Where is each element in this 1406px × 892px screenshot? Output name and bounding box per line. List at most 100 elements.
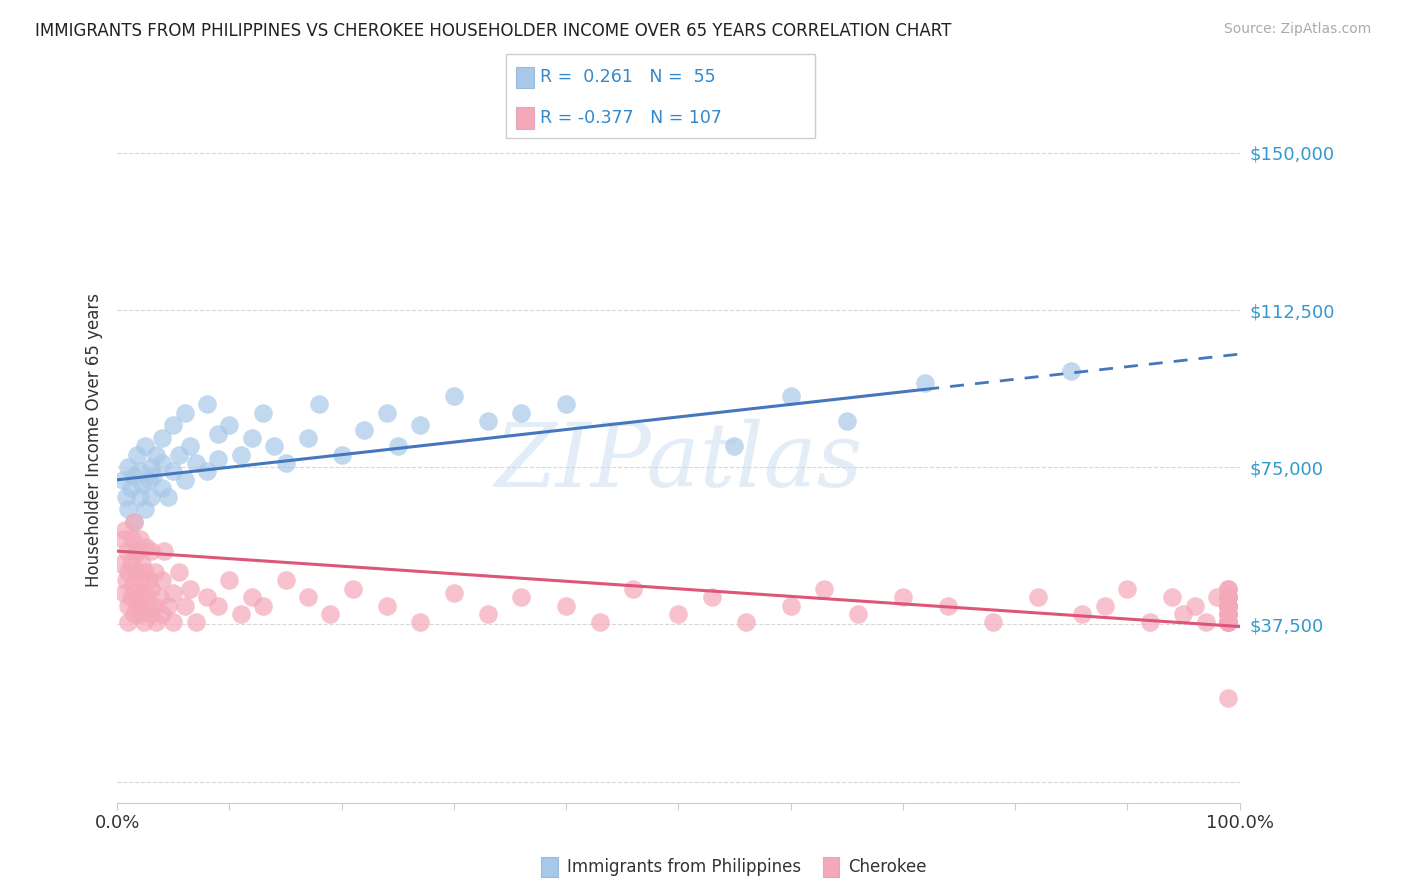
Point: [122, 515, 145, 529]
Point: [846, 607, 869, 621]
Text: ZIPatlas: ZIPatlas: [494, 418, 862, 505]
Point: [297, 431, 319, 445]
Point: [173, 406, 195, 420]
Point: [1218, 599, 1240, 613]
Point: [128, 532, 150, 546]
Point: [666, 607, 689, 621]
Point: [167, 448, 190, 462]
Point: [134, 439, 156, 453]
Point: [139, 607, 162, 621]
Point: [308, 397, 330, 411]
Text: IMMIGRANTS FROM PHILIPPINES VS CHEROKEE HOUSEHOLDER INCOME OVER 65 YEARS CORRELA: IMMIGRANTS FROM PHILIPPINES VS CHEROKEE …: [35, 22, 952, 40]
Point: [131, 477, 153, 491]
Point: [1218, 591, 1240, 605]
Point: [207, 599, 229, 613]
Point: [813, 582, 835, 596]
Point: [125, 565, 148, 579]
Point: [779, 389, 801, 403]
Point: [297, 591, 319, 605]
Point: [195, 465, 218, 479]
Point: [127, 448, 149, 462]
Text: R = -0.377   N = 107: R = -0.377 N = 107: [540, 109, 721, 127]
Point: [1218, 615, 1240, 630]
Point: [1218, 591, 1240, 605]
Point: [195, 397, 218, 411]
Point: [1218, 607, 1240, 621]
Point: [477, 414, 499, 428]
Point: [1094, 599, 1116, 613]
Text: R =  0.261   N =  55: R = 0.261 N = 55: [540, 69, 716, 87]
Point: [131, 557, 153, 571]
Point: [142, 599, 165, 613]
Point: [510, 406, 533, 420]
Point: [1139, 615, 1161, 630]
Point: [156, 599, 179, 613]
Point: [387, 439, 409, 453]
Point: [443, 389, 465, 403]
Point: [122, 549, 145, 563]
Point: [138, 574, 160, 588]
Point: [1173, 607, 1195, 621]
Point: [127, 599, 149, 613]
Point: [173, 473, 195, 487]
Point: [1060, 364, 1083, 378]
Point: [134, 565, 156, 579]
Point: [139, 460, 162, 475]
Point: [173, 599, 195, 613]
Point: [240, 431, 263, 445]
Point: [1218, 591, 1240, 605]
Point: [115, 574, 138, 588]
Point: [1161, 591, 1184, 605]
Point: [121, 532, 143, 546]
Point: [134, 586, 156, 600]
Point: [252, 406, 274, 420]
Point: [179, 582, 201, 596]
Point: [981, 615, 1004, 630]
Point: [1218, 591, 1240, 605]
Point: [779, 599, 801, 613]
Point: [128, 465, 150, 479]
Point: [891, 591, 914, 605]
Point: [734, 615, 756, 630]
Point: [128, 490, 150, 504]
Point: [375, 406, 398, 420]
Point: [835, 414, 858, 428]
Point: [218, 574, 240, 588]
Point: [1218, 582, 1240, 596]
Point: [375, 599, 398, 613]
Point: [555, 397, 578, 411]
Point: [150, 574, 173, 588]
Point: [319, 607, 342, 621]
Point: [124, 586, 146, 600]
Point: [342, 582, 364, 596]
Point: [195, 591, 218, 605]
Point: [143, 565, 166, 579]
Point: [142, 468, 165, 483]
Point: [1218, 582, 1240, 596]
Point: [1206, 591, 1229, 605]
Point: [589, 615, 612, 630]
Point: [127, 544, 149, 558]
Point: [1218, 615, 1240, 630]
Point: [184, 456, 207, 470]
Point: [263, 439, 285, 453]
Point: [1071, 607, 1094, 621]
Point: [510, 591, 533, 605]
Point: [134, 615, 156, 630]
Point: [1218, 591, 1240, 605]
Point: [117, 615, 139, 630]
Point: [131, 591, 153, 605]
Point: [443, 586, 465, 600]
Point: [139, 582, 162, 596]
Point: [1218, 607, 1240, 621]
Point: [1026, 591, 1049, 605]
Point: [162, 418, 184, 433]
Point: [138, 473, 160, 487]
Point: [122, 515, 145, 529]
Point: [207, 451, 229, 466]
Point: [115, 490, 138, 504]
Text: Cherokee: Cherokee: [848, 858, 927, 876]
Point: [120, 481, 142, 495]
Point: [1218, 599, 1240, 613]
Point: [409, 418, 432, 433]
